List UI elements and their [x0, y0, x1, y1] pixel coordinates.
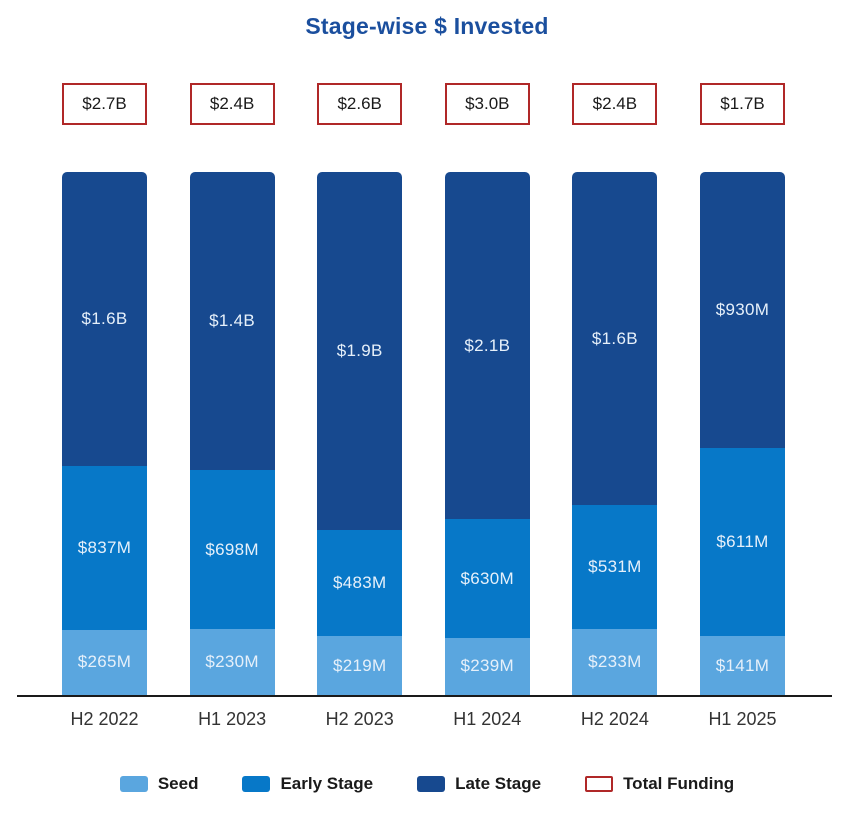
segment-value-label: $837M [77, 537, 132, 557]
bar-segment-early: $698M [189, 470, 275, 630]
stacked-bar: $2.1B $630M $239M [444, 172, 530, 695]
total-funding-value: $1.7B [720, 94, 765, 113]
bar-segment-seed: $239M [444, 637, 530, 695]
total-funding-box: $3.0B [444, 83, 530, 125]
legend-swatch-early [242, 776, 271, 792]
chart-title: Stage-wise $ Invested [305, 13, 549, 39]
total-funding-box: $1.7B [699, 83, 785, 125]
x-axis-label: H2 2023 [325, 709, 394, 729]
bar-segment-early: $611M [699, 448, 785, 637]
legend-label: Early Stage [280, 774, 374, 793]
total-funding-box: $2.4B [572, 83, 658, 125]
bar-segment-early: $531M [572, 505, 658, 630]
segment-value-label: $531M [588, 557, 642, 577]
bar-group: $3.0B $2.1B $630M $239M H1 2024 [444, 83, 530, 730]
bar-segment-late: $2.1B [444, 172, 530, 520]
segment-value-label: $1.4B [209, 311, 256, 331]
bar-segment-seed: $233M [572, 629, 658, 695]
bar-segment-early: $483M [317, 530, 403, 637]
segment-value-label: $239M [460, 656, 515, 676]
bar-group: $2.6B $1.9B $483M $219M H2 2023 [317, 83, 403, 730]
bar-group: $2.4B $1.4B $698M $230M H1 2023 [189, 83, 275, 730]
segment-value-label: $1.6B [81, 309, 128, 329]
stacked-bar: $1.4B $698M $230M [189, 172, 275, 695]
legend-label: Seed [157, 774, 199, 793]
segment-value-label: $2.1B [464, 335, 511, 355]
stacked-bar: $1.6B $837M $265M [62, 172, 147, 695]
bar-group: $2.4B $1.6B $531M $233M H2 2024 [572, 83, 658, 730]
x-axis-label: H1 2023 [198, 709, 267, 729]
bar-segment-early: $630M [444, 519, 530, 638]
bar-group: $2.7B $1.6B $837M $265M H2 2022 [62, 83, 147, 730]
stacked-bar: $930M $611M $141M [699, 172, 785, 695]
total-funding-box: $2.6B [317, 83, 403, 125]
segment-value-label: $233M [588, 652, 642, 672]
legend-swatch-total [585, 776, 614, 792]
bar-segment-late: $1.6B [572, 172, 658, 506]
x-axis-label: H1 2024 [453, 709, 522, 729]
bar-segment-late: $1.6B [62, 172, 147, 467]
bar-segment-seed: $265M [62, 629, 147, 695]
segment-value-label: $630M [460, 568, 515, 588]
total-funding-value: $2.4B [209, 94, 255, 113]
bar-segment-seed: $230M [189, 629, 275, 695]
bar-segment-seed: $141M [699, 636, 785, 695]
stacked-bar: $1.6B $531M $233M [572, 172, 658, 695]
legend: Seed Early Stage Late Stage Total Funding [0, 774, 854, 794]
total-funding-box: $2.4B [189, 83, 275, 125]
legend-item: Early Stage [242, 774, 373, 794]
total-funding-box: $2.7B [62, 83, 147, 125]
legend-label: Late Stage [455, 774, 542, 793]
bar-segment-late: $1.4B [189, 172, 275, 471]
total-funding-value: $3.0B [465, 94, 510, 113]
bar-segment-seed: $219M [317, 636, 403, 695]
bar-group: $1.7B $930M $611M $141M H1 2025 [699, 83, 785, 730]
x-axis-label: H2 2024 [580, 709, 649, 729]
x-axis-label: H1 2025 [708, 709, 777, 729]
segment-value-label: $265M [77, 652, 132, 672]
stacked-bar-chart: $2.7B $1.6B $837M $265M H2 2022 $2.4B $1.4B $69… [62, 83, 785, 730]
bar-segment-late: $930M [699, 172, 785, 448]
legend-swatch-seed [119, 776, 148, 792]
legend-label: Total Funding [623, 774, 735, 793]
bar-segment-early: $837M [62, 466, 147, 630]
legend-swatch-late [417, 776, 446, 792]
segment-value-label: $219M [332, 655, 387, 675]
x-axis-label: H2 2022 [70, 709, 139, 729]
bar-segment-late: $1.9B [317, 172, 403, 531]
segment-value-label: $1.9B [336, 341, 383, 361]
segment-value-label: $1.6B [591, 328, 638, 348]
legend-item: Seed [119, 774, 199, 794]
segment-value-label: $930M [715, 300, 770, 319]
segment-value-label: $483M [332, 573, 387, 593]
legend-item: Total Funding [585, 774, 734, 794]
segment-value-label: $230M [205, 652, 259, 672]
legend-item: Late Stage [417, 774, 541, 794]
total-funding-value: $2.4B [592, 94, 638, 113]
total-funding-value: $2.7B [82, 94, 127, 113]
segment-value-label: $141M [715, 655, 770, 675]
segment-value-label: $611M [716, 532, 769, 552]
segment-value-label: $698M [205, 539, 259, 559]
total-funding-value: $2.6B [337, 94, 382, 113]
x-axis-line [17, 695, 832, 697]
stacked-bar: $1.9B $483M $219M [317, 172, 403, 695]
